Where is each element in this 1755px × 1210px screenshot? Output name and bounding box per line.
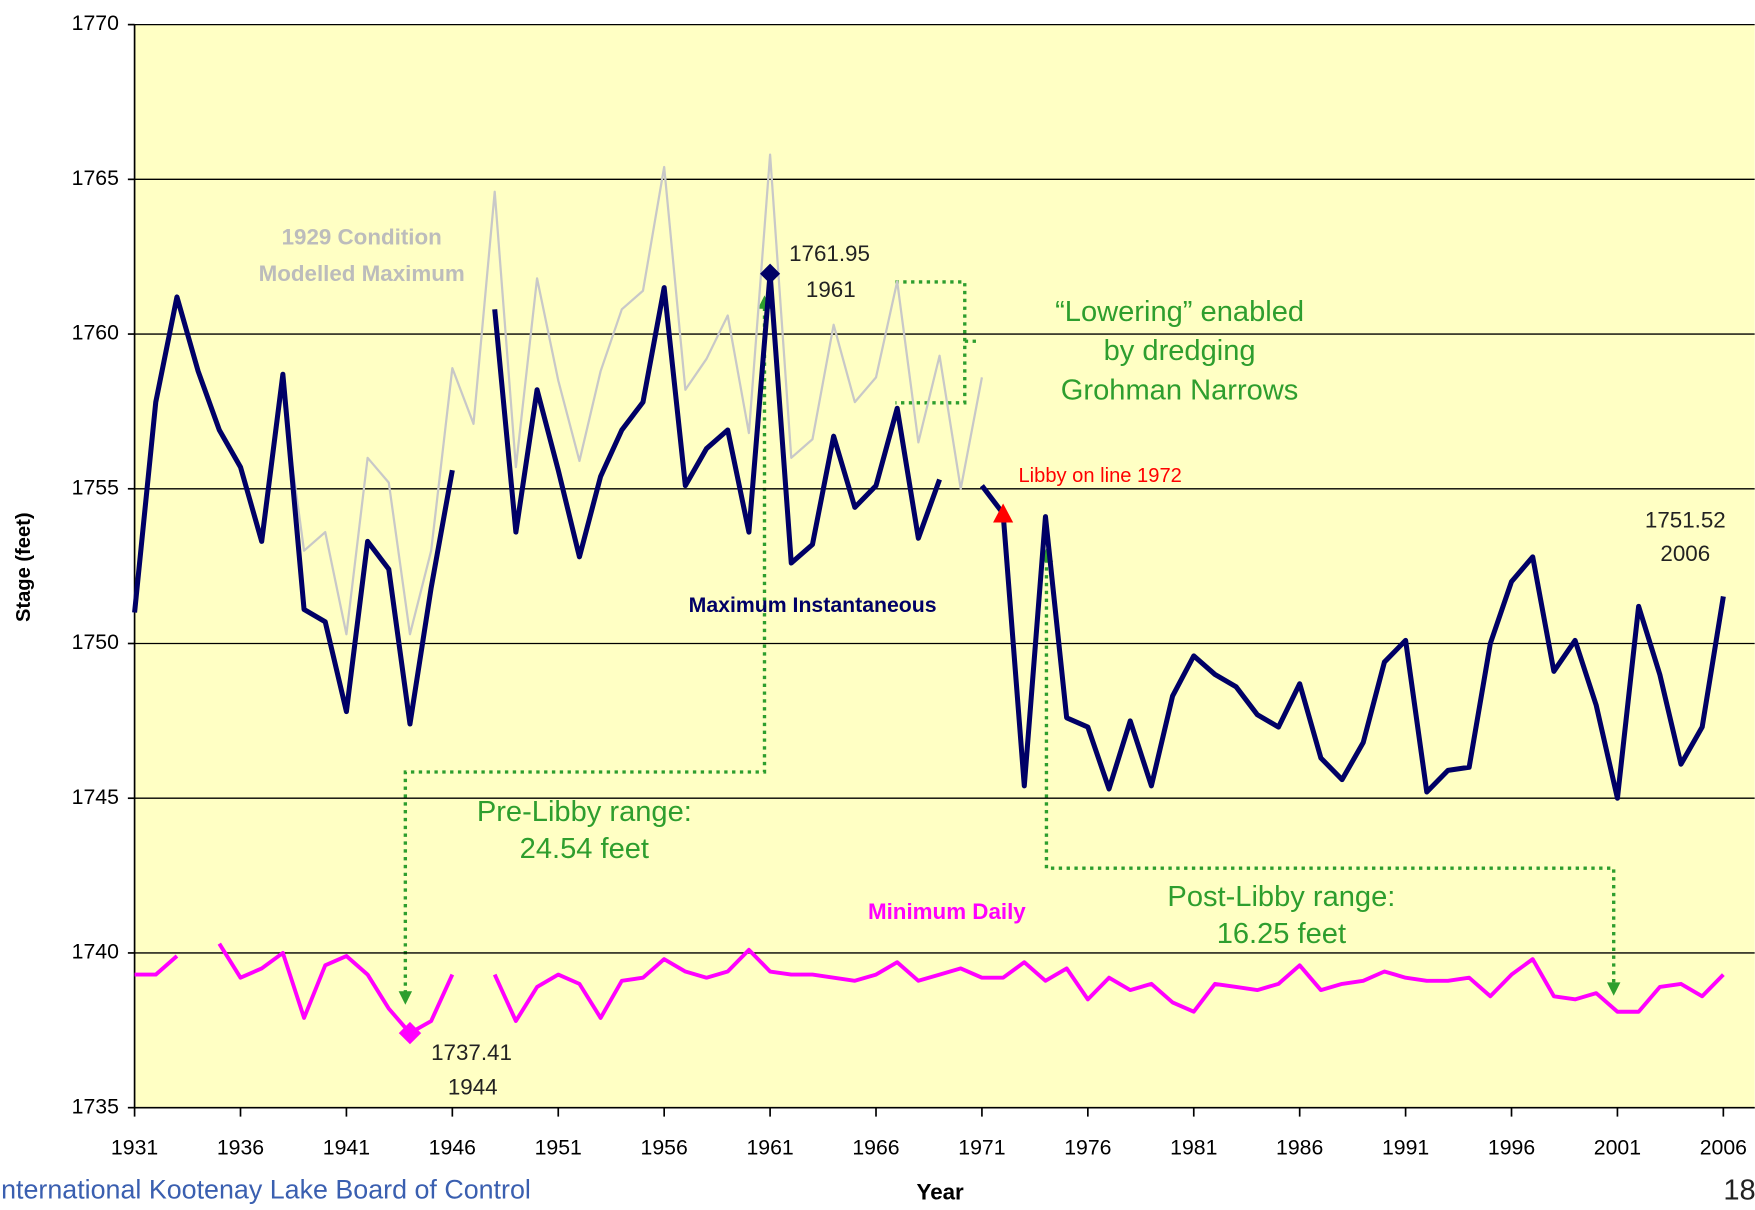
y-tick-label: 1745 [72, 785, 119, 809]
point-value-label: 1761.95 [789, 241, 870, 266]
point-value-label: 1751.52 [1645, 507, 1726, 532]
x-tick-label: 1961 [746, 1136, 793, 1160]
series-label: Maximum Instantaneous [689, 593, 937, 617]
y-tick-label: 1740 [72, 940, 119, 964]
chart: Stage (feet) Year International Kootenay… [0, 0, 1755, 1205]
y-tick-label: 1760 [72, 321, 119, 345]
x-tick-label: 2001 [1594, 1136, 1641, 1160]
x-tick-label: 1941 [323, 1136, 370, 1160]
point-year-label: 1944 [448, 1075, 498, 1100]
y-tick-label: 1765 [72, 166, 119, 190]
x-tick-label: 1971 [958, 1136, 1005, 1160]
annotation: by dredging [1104, 335, 1256, 367]
x-tick-label: 2006 [1700, 1136, 1747, 1160]
x-tick-label: 1996 [1488, 1136, 1535, 1160]
annotation: 24.54 feet [520, 833, 649, 865]
annotation: Pre-Libby range: [477, 796, 692, 828]
x-axis-title: Year [917, 1180, 965, 1205]
x-tick-label: 1956 [641, 1136, 688, 1160]
page-number: 18 [1723, 1174, 1755, 1205]
series-label: Minimum Daily [868, 899, 1026, 924]
x-tick-label: 1936 [217, 1136, 264, 1160]
point-year-label: 2006 [1660, 541, 1710, 566]
x-tick-label: 1946 [429, 1136, 476, 1160]
y-axis-title: Stage (feet) [13, 512, 35, 622]
x-tick-label: 1976 [1064, 1136, 1111, 1160]
x-tick-label: 1931 [111, 1136, 158, 1160]
plot-area [135, 25, 1755, 1108]
annotation: 16.25 feet [1217, 918, 1346, 950]
annotation: Post-Libby range: [1167, 881, 1395, 913]
x-tick-label: 1986 [1276, 1136, 1323, 1160]
x-tick-label: 1951 [535, 1136, 582, 1160]
point-value-label: 1737.41 [431, 1040, 512, 1065]
footer: International Kootenay Lake Board of Con… [0, 1175, 531, 1205]
x-tick-label: 1991 [1382, 1136, 1429, 1160]
x-tick-label: 1981 [1170, 1136, 1217, 1160]
annotation: “Lowering” enabled [1055, 296, 1304, 328]
annotation: Libby on line 1972 [1018, 465, 1181, 487]
y-tick-label: 1755 [72, 475, 119, 499]
point-year-label: 1961 [806, 277, 856, 302]
y-tick-label: 1770 [72, 11, 119, 35]
y-tick-label: 1750 [72, 630, 119, 654]
x-tick-label: 1966 [852, 1136, 899, 1160]
annotation: Grohman Narrows [1061, 374, 1299, 406]
y-tick-label: 1735 [72, 1094, 119, 1118]
